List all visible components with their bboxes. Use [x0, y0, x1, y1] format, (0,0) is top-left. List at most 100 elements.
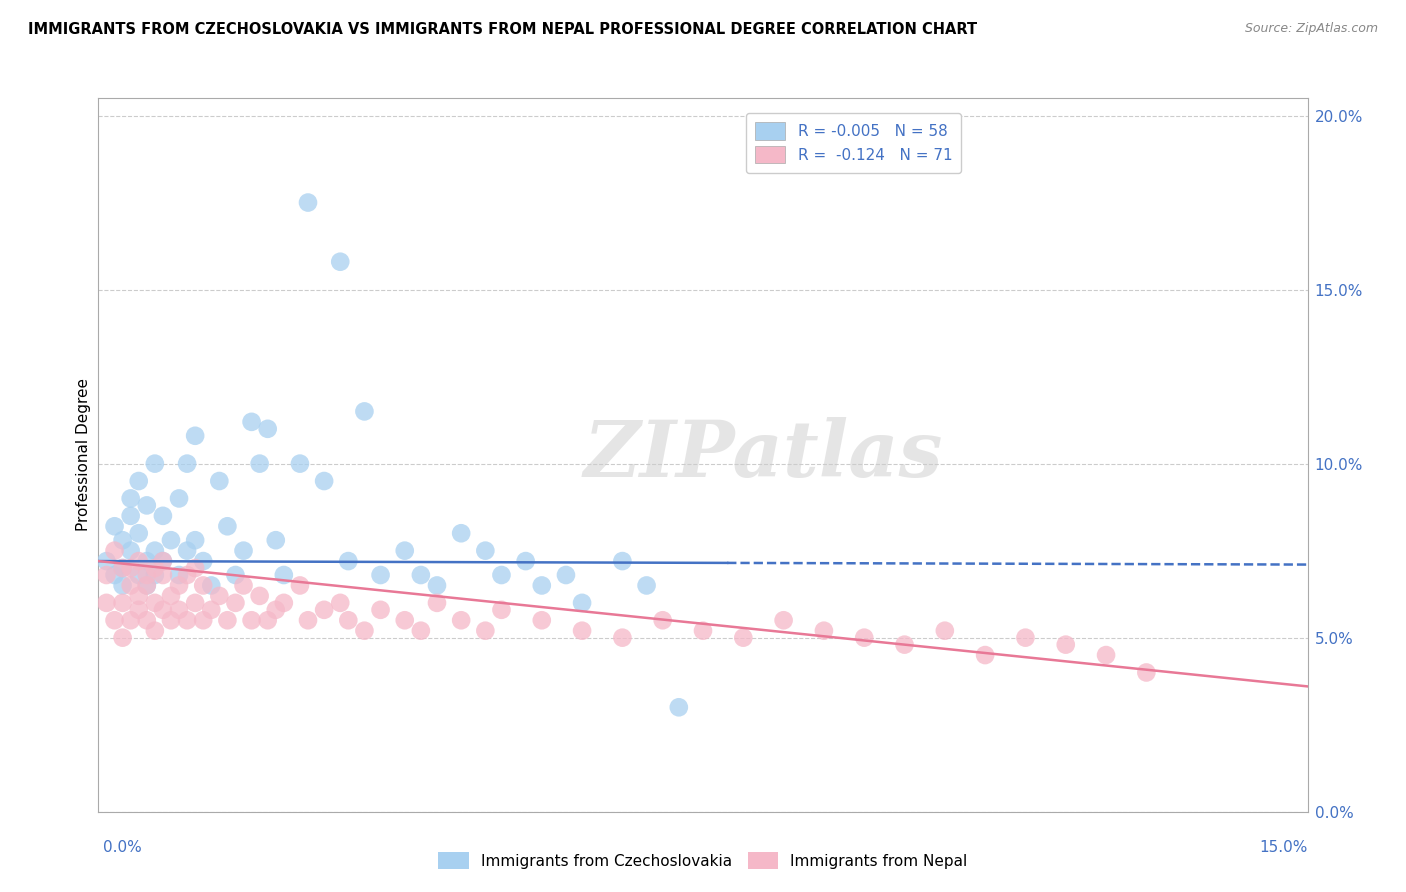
Point: [184, 596, 207, 610]
Point: [160, 533, 183, 548]
Point: [217, 613, 239, 627]
Point: [135, 499, 157, 513]
Point: [409, 568, 432, 582]
Point: [297, 613, 319, 627]
Point: [555, 568, 578, 582]
Point: [96, 596, 118, 610]
Point: [733, 631, 755, 645]
Point: [450, 526, 472, 541]
Y-axis label: Professional Degree: Professional Degree: [76, 378, 91, 532]
Point: [96, 554, 118, 568]
Text: IMMIGRANTS FROM CZECHOSLOVAKIA VS IMMIGRANTS FROM NEPAL PROFESSIONAL DEGREE CORR: IMMIGRANTS FROM CZECHOSLOVAKIA VS IMMIGR…: [28, 22, 977, 37]
Point: [193, 613, 215, 627]
Point: [152, 568, 174, 582]
Text: 15.0%: 15.0%: [1260, 840, 1308, 855]
Point: [651, 613, 673, 627]
Point: [128, 474, 150, 488]
Point: [264, 603, 287, 617]
Point: [297, 195, 319, 210]
Point: [329, 596, 352, 610]
Point: [120, 543, 142, 558]
Point: [160, 613, 183, 627]
Point: [217, 519, 239, 533]
Point: [96, 568, 118, 582]
Point: [208, 474, 231, 488]
Point: [273, 596, 295, 610]
Point: [111, 533, 134, 548]
Point: [143, 561, 166, 575]
Point: [314, 603, 336, 617]
Point: [128, 526, 150, 541]
Point: [135, 578, 157, 592]
Point: [135, 613, 157, 627]
Point: [337, 554, 360, 568]
Text: Source: ZipAtlas.com: Source: ZipAtlas.com: [1244, 22, 1378, 36]
Point: [167, 603, 190, 617]
Point: [176, 568, 198, 582]
Point: [612, 554, 634, 568]
Point: [370, 603, 392, 617]
Point: [184, 533, 207, 548]
Point: [200, 603, 222, 617]
Point: [143, 624, 166, 638]
Point: [474, 624, 496, 638]
Point: [636, 578, 658, 592]
Point: [329, 254, 352, 268]
Point: [120, 491, 142, 506]
Point: [103, 613, 125, 627]
Point: [143, 568, 166, 582]
Point: [135, 578, 157, 592]
Point: [772, 613, 794, 627]
Text: ZIPatlas: ZIPatlas: [583, 417, 943, 493]
Point: [934, 624, 956, 638]
Point: [128, 554, 150, 568]
Point: [143, 543, 166, 558]
Point: [668, 700, 690, 714]
Point: [152, 554, 174, 568]
Point: [491, 603, 513, 617]
Point: [288, 578, 311, 592]
Point: [167, 491, 190, 506]
Point: [273, 568, 295, 582]
Point: [1135, 665, 1157, 680]
Point: [370, 568, 392, 582]
Point: [240, 415, 263, 429]
Point: [288, 457, 311, 471]
Point: [152, 603, 174, 617]
Point: [1014, 631, 1036, 645]
Point: [111, 631, 134, 645]
Point: [152, 554, 174, 568]
Point: [394, 543, 416, 558]
Point: [337, 613, 360, 627]
Point: [176, 613, 198, 627]
Point: [515, 554, 537, 568]
Point: [111, 596, 134, 610]
Point: [193, 554, 215, 568]
Point: [176, 543, 198, 558]
Point: [167, 568, 190, 582]
Point: [160, 589, 183, 603]
Point: [193, 578, 215, 592]
Point: [314, 474, 336, 488]
Point: [692, 624, 714, 638]
Point: [426, 578, 449, 592]
Point: [120, 613, 142, 627]
Point: [120, 578, 142, 592]
Point: [974, 648, 997, 662]
Point: [612, 631, 634, 645]
Point: [264, 533, 287, 548]
Point: [491, 568, 513, 582]
Point: [353, 624, 375, 638]
Point: [120, 508, 142, 523]
Point: [208, 589, 231, 603]
Point: [409, 624, 432, 638]
Point: [1095, 648, 1118, 662]
Point: [232, 543, 254, 558]
Point: [111, 561, 134, 575]
Point: [1054, 638, 1077, 652]
Point: [224, 596, 246, 610]
Legend: R = -0.005   N = 58, R =  -0.124   N = 71: R = -0.005 N = 58, R = -0.124 N = 71: [745, 113, 962, 173]
Legend: Immigrants from Czechoslovakia, Immigrants from Nepal: Immigrants from Czechoslovakia, Immigran…: [432, 846, 974, 875]
Point: [103, 519, 125, 533]
Point: [474, 543, 496, 558]
